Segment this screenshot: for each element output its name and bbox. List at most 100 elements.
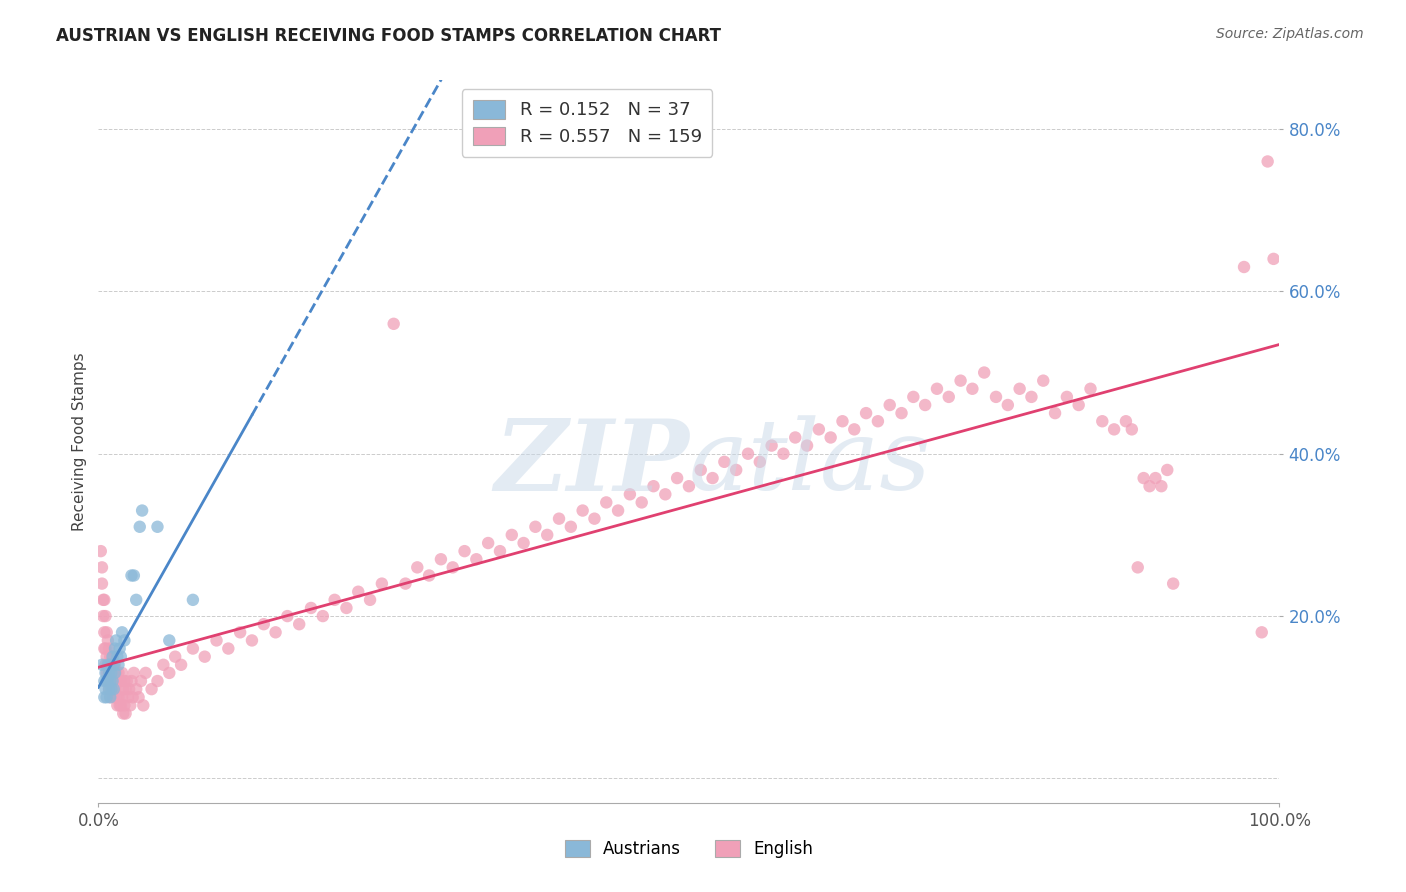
Point [583, 511, 606, 525]
Point [111, 625, 134, 640]
Point [1126, 560, 1149, 574]
Point [949, 374, 972, 388]
Point [264, 625, 287, 640]
Point [394, 576, 416, 591]
Point [276, 609, 298, 624]
Point [844, 422, 866, 436]
Point [91, 657, 114, 672]
Point [1263, 252, 1285, 266]
Point [170, 657, 193, 672]
Point [96, 690, 118, 705]
Point [879, 398, 901, 412]
Point [465, 552, 488, 566]
Point [702, 471, 724, 485]
Point [98, 690, 121, 705]
Point [643, 479, 665, 493]
Point [1233, 260, 1256, 274]
Point [382, 317, 405, 331]
Point [359, 592, 381, 607]
Point [114, 706, 136, 721]
Point [560, 520, 582, 534]
Point [98, 682, 121, 697]
Point [103, 690, 125, 705]
Point [112, 706, 135, 721]
Point [748, 455, 770, 469]
Point [1161, 576, 1184, 591]
Point [96, 649, 118, 664]
Point [100, 673, 122, 688]
Point [229, 625, 252, 640]
Point [157, 633, 180, 648]
Point [101, 649, 124, 664]
Point [146, 673, 169, 688]
Point [141, 682, 163, 697]
Point [104, 641, 127, 656]
Point [524, 520, 547, 534]
Point [997, 398, 1019, 412]
Point [98, 657, 121, 672]
Point [110, 649, 132, 664]
Point [108, 698, 131, 713]
Point [1032, 374, 1054, 388]
Point [93, 592, 115, 607]
Point [536, 528, 558, 542]
Point [962, 382, 984, 396]
Point [1102, 422, 1125, 436]
Point [101, 649, 124, 664]
Point [1132, 471, 1154, 485]
Point [607, 503, 630, 517]
Point [111, 665, 134, 680]
Point [108, 673, 131, 688]
Point [128, 520, 150, 534]
Point [94, 609, 117, 624]
Point [121, 690, 143, 705]
Point [903, 390, 925, 404]
Point [104, 682, 127, 697]
Point [110, 673, 132, 688]
Point [111, 690, 134, 705]
Point [165, 649, 187, 664]
Point [112, 682, 135, 697]
Point [157, 665, 180, 680]
Point [866, 414, 889, 428]
Point [97, 657, 120, 672]
Point [91, 609, 114, 624]
Y-axis label: Receiving Food Stamps: Receiving Food Stamps [72, 352, 87, 531]
Point [121, 673, 143, 688]
Point [453, 544, 475, 558]
Point [489, 544, 512, 558]
Point [1257, 154, 1279, 169]
Point [100, 657, 122, 672]
Point [118, 682, 141, 697]
Point [194, 649, 217, 664]
Point [512, 536, 534, 550]
Point [98, 682, 121, 697]
Point [91, 560, 114, 574]
Point [97, 633, 120, 648]
Point [1008, 382, 1031, 396]
Point [96, 665, 118, 680]
Point [93, 625, 115, 640]
Point [666, 471, 689, 485]
Point [103, 657, 125, 672]
Point [94, 641, 117, 656]
Point [205, 633, 228, 648]
Point [973, 366, 995, 380]
Point [181, 592, 204, 607]
Point [430, 552, 453, 566]
Point [925, 382, 948, 396]
Point [1250, 625, 1272, 640]
Point [98, 690, 121, 705]
Point [713, 455, 735, 469]
Point [772, 447, 794, 461]
Point [94, 665, 117, 680]
Point [406, 560, 429, 574]
Point [96, 673, 118, 688]
Point [98, 665, 121, 680]
Point [107, 665, 129, 680]
Point [105, 633, 128, 648]
Point [101, 673, 124, 688]
Point [112, 673, 135, 688]
Point [1144, 471, 1167, 485]
Point [97, 673, 120, 688]
